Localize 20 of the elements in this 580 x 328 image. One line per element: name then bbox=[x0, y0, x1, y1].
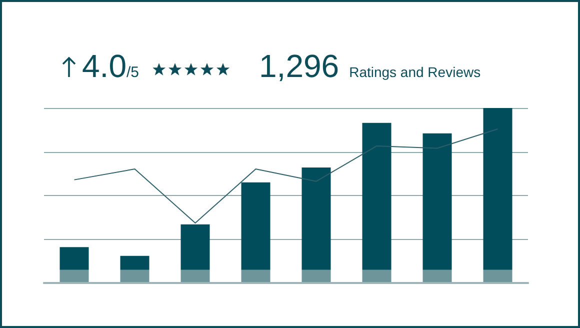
bar bbox=[483, 108, 512, 270]
text: Ratings and Reviews bbox=[349, 64, 481, 80]
bar bbox=[362, 122, 392, 270]
bar bbox=[422, 270, 452, 283]
bar bbox=[422, 133, 452, 270]
bar bbox=[120, 256, 150, 270]
text: /5 bbox=[126, 64, 139, 81]
text: 4.0 bbox=[82, 48, 126, 85]
bar bbox=[180, 224, 210, 270]
text: 1,296 bbox=[259, 48, 340, 85]
bar bbox=[302, 168, 331, 270]
bar bbox=[241, 182, 270, 270]
bar bbox=[60, 247, 89, 270]
bar bbox=[362, 270, 392, 283]
bar bbox=[120, 270, 150, 283]
bar bbox=[241, 270, 270, 283]
bar bbox=[302, 270, 331, 283]
bar bbox=[483, 270, 512, 283]
bar bbox=[60, 270, 89, 283]
bar bbox=[180, 270, 210, 283]
